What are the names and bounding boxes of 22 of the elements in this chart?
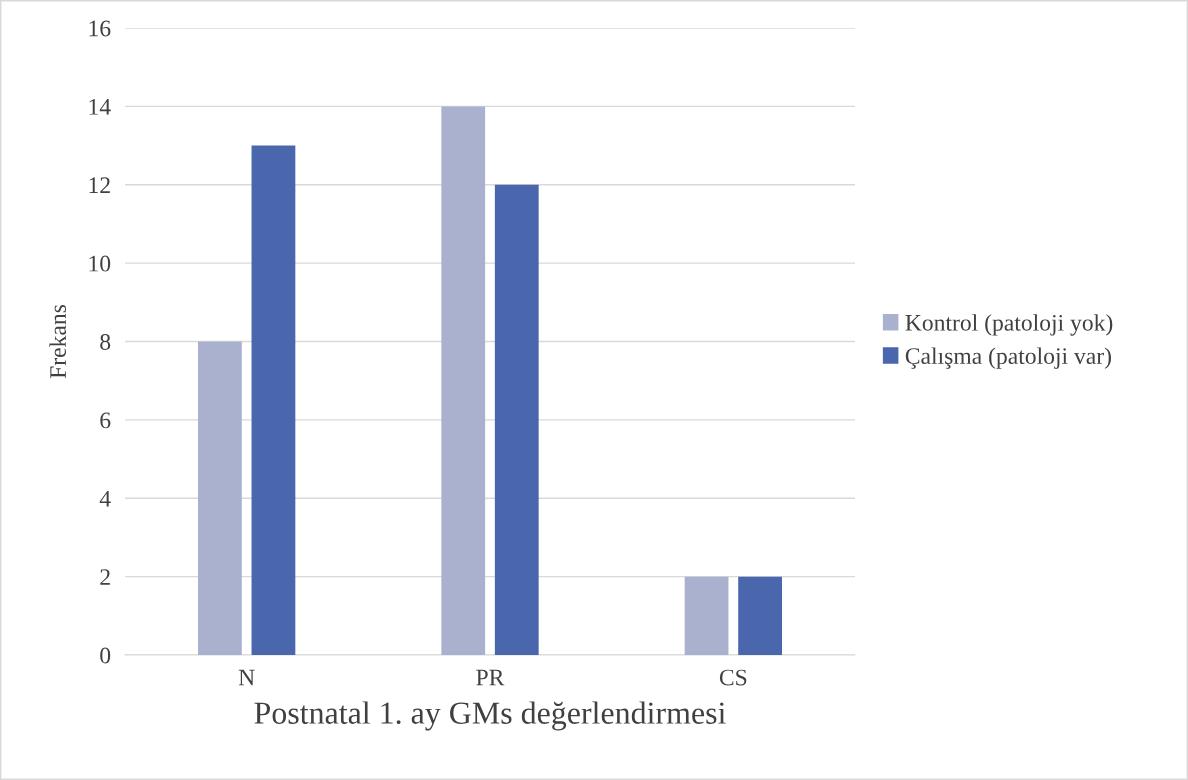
y-tick-label: 12 <box>89 177 110 193</box>
bar <box>738 576 782 655</box>
y-tick-label: 8 <box>100 333 111 350</box>
y-tick-label: 14 <box>89 98 111 115</box>
x-tick-label: N <box>238 669 255 686</box>
y-tick-label: 4 <box>99 490 111 507</box>
y-tick-label: 16 <box>89 20 111 37</box>
y-tick-label: 10 <box>89 255 111 272</box>
x-tick-label: PR <box>476 669 505 686</box>
x-axis-title: Postnatal 1. ay GMs değerlendirmesi <box>254 701 726 731</box>
bar <box>494 184 539 655</box>
x-tick-label: CS <box>719 669 747 686</box>
y-axis-title: Frekans <box>49 304 67 379</box>
y-tick-label: 0 <box>100 647 111 664</box>
legend-label: Kontrol (patoloji yok) <box>905 314 1113 336</box>
bar <box>251 145 296 655</box>
bar <box>684 576 729 655</box>
y-tick-label: 2 <box>100 569 110 585</box>
bar <box>198 341 242 655</box>
y-tick-label: 6 <box>100 412 111 429</box>
bar <box>441 106 486 655</box>
legend-label: Çalışma (patoloji var) <box>905 347 1111 369</box>
